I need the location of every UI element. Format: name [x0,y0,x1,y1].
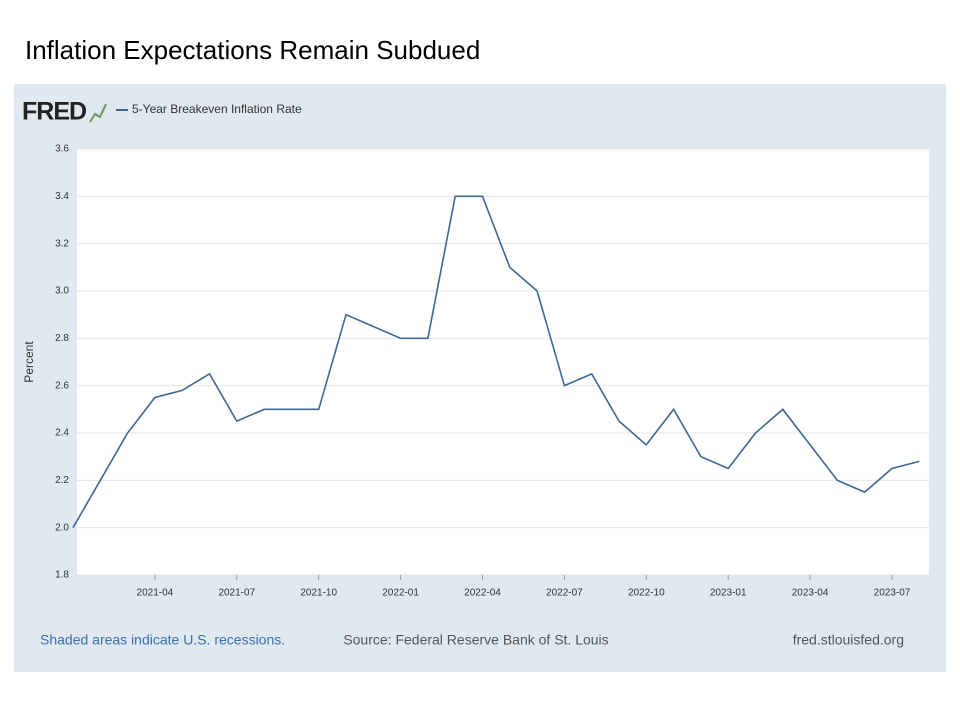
y-tick-label: 2.2 [55,475,69,486]
x-tick-label: 2021-10 [300,588,337,599]
y-tick-label: 2.4 [55,428,69,439]
x-tick-label: 2022-04 [464,588,501,599]
footer-source: Source: Federal Reserve Bank of St. Loui… [343,632,608,648]
y-tick-label: 3.4 [55,191,69,202]
y-tick-label: 3.2 [55,238,69,249]
x-tick-label: 2022-10 [628,588,665,599]
y-tick-label: 3.0 [55,286,69,297]
y-tick-label: 1.8 [55,570,69,581]
y-tick-label: 2.6 [55,380,69,391]
data-line [72,195,920,529]
brand-logo: FRED [22,98,86,126]
x-tick-label: 2023-01 [710,588,747,599]
y-tick-label: 2.8 [55,333,69,344]
logo-icon [89,103,107,123]
legend-label: 5-Year Breakeven Inflation Rate [132,102,302,116]
x-tick-label: 2021-07 [218,588,255,599]
slide-title: Inflation Expectations Remain Subdued [25,35,480,65]
x-tick-label: 2021-04 [137,588,174,599]
y-axis-label: Percent [22,341,36,383]
footer-note: Shaded areas indicate U.S. recessions. [40,632,285,648]
plot-area [77,149,929,575]
y-tick-label: 2.0 [55,522,69,533]
x-tick-label: 2022-07 [546,588,583,599]
x-tick-label: 2023-07 [874,588,911,599]
x-tick-label: 2023-04 [792,588,829,599]
x-tick-label: 2022-01 [382,588,419,599]
y-tick-label: 3.6 [55,144,69,155]
footer-url: fred.stlouisfed.org [793,632,904,648]
